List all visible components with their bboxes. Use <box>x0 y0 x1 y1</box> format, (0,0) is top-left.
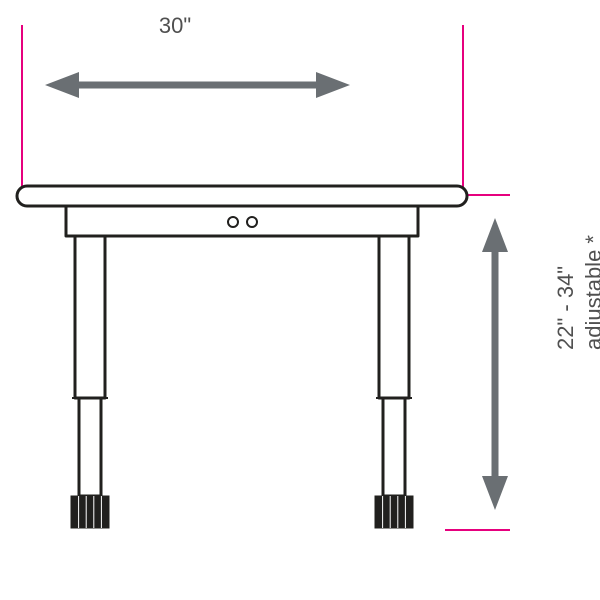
height-dimension-label: 22" - 34" adjustable * <box>552 235 600 350</box>
height-dimension-note: adjustable * <box>580 235 600 350</box>
height-dimension-value: 22" - 34" <box>553 266 578 350</box>
diagram-svg <box>0 0 600 600</box>
width-dimension-label: 30" <box>0 12 350 40</box>
dimension-diagram: { "type": "dimension-diagram", "object":… <box>0 0 600 600</box>
